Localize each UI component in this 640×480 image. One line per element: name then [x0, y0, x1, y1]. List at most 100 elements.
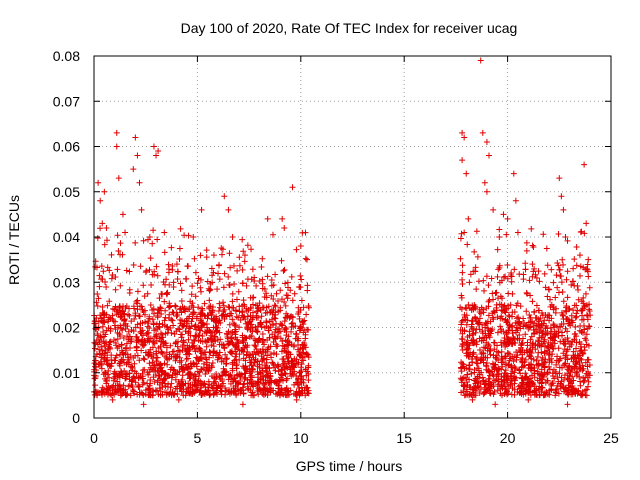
- data-point: [578, 356, 585, 363]
- data-point: [117, 392, 124, 399]
- data-point: [226, 250, 233, 257]
- data-point: [514, 229, 521, 236]
- data-point: [527, 318, 534, 325]
- data-point: [133, 347, 140, 354]
- data-point: [135, 384, 142, 391]
- data-point: [515, 314, 522, 321]
- data-point: [242, 316, 249, 323]
- y-tick-label: 0: [72, 410, 80, 426]
- data-point: [280, 267, 287, 274]
- data-point: [551, 375, 558, 382]
- data-point: [533, 314, 540, 321]
- x-axis-label: GPS time / hours: [296, 458, 403, 474]
- data-point: [106, 374, 113, 381]
- data-point: [164, 324, 171, 331]
- data-point: [250, 294, 257, 301]
- data-point: [244, 325, 251, 332]
- data-point: [214, 356, 221, 363]
- data-point: [466, 392, 473, 399]
- data-point: [540, 231, 547, 238]
- data-point: [573, 361, 580, 368]
- data-point: [463, 386, 470, 393]
- data-point: [161, 317, 168, 324]
- data-point: [297, 307, 304, 314]
- data-point: [519, 374, 526, 381]
- data-point: [239, 236, 246, 243]
- data-point: [497, 326, 504, 333]
- data-point: [147, 301, 154, 308]
- grid-lines: [94, 56, 611, 418]
- data-point: [104, 237, 111, 244]
- data-point: [137, 263, 144, 270]
- data-point: [247, 312, 254, 319]
- data-point: [146, 360, 153, 367]
- data-point: [281, 318, 288, 325]
- data-point: [577, 272, 583, 279]
- data-point: [580, 300, 587, 307]
- data-point: [228, 335, 235, 342]
- data-point: [124, 323, 131, 330]
- data-point: [264, 348, 271, 355]
- data-point: [559, 329, 566, 336]
- data-point: [137, 374, 144, 381]
- data-point: [221, 306, 228, 313]
- data-point: [204, 327, 211, 334]
- data-point: [220, 311, 227, 318]
- data-point: [98, 354, 105, 361]
- data-point: [550, 321, 557, 328]
- data-point: [583, 265, 590, 272]
- data-point: [265, 327, 272, 334]
- data-point: [132, 324, 139, 331]
- data-point: [492, 401, 499, 408]
- data-point: [252, 302, 259, 309]
- data-point: [156, 295, 163, 302]
- data-point: [525, 376, 532, 383]
- data-point: [488, 327, 495, 334]
- data-point: [159, 334, 166, 341]
- data-point: [168, 244, 175, 251]
- data-point: [289, 314, 296, 321]
- data-point: [556, 266, 563, 273]
- data-point: [190, 234, 197, 240]
- data-point: [220, 341, 227, 348]
- data-point: [167, 342, 174, 349]
- data-point: [163, 389, 170, 396]
- data-point: [95, 361, 102, 368]
- data-point: [232, 308, 239, 315]
- data-point: [459, 269, 466, 276]
- data-point: [270, 282, 277, 289]
- data-point: [147, 380, 154, 387]
- data-point: [173, 261, 180, 268]
- data-point: [582, 374, 589, 381]
- data-point: [275, 329, 282, 336]
- data-point: [509, 385, 516, 392]
- data-point: [146, 315, 153, 322]
- data-point: [249, 301, 256, 308]
- data-point: [513, 315, 520, 322]
- data-point: [183, 275, 190, 282]
- data-point: [245, 306, 252, 313]
- data-point: [204, 361, 211, 368]
- data-point: [277, 307, 284, 314]
- data-point: [92, 318, 99, 325]
- data-point: [459, 336, 466, 343]
- data-point: [531, 330, 538, 337]
- data-point: [141, 341, 148, 348]
- data-point: [469, 331, 476, 338]
- data-point: [226, 282, 233, 289]
- data-point: [548, 315, 555, 322]
- data-point: [158, 310, 165, 317]
- data-point: [149, 359, 156, 366]
- data-point: [196, 332, 203, 339]
- data-point: [297, 389, 304, 396]
- data-point: [543, 245, 550, 252]
- data-point: [163, 276, 170, 283]
- data-point: [244, 342, 251, 349]
- data-point: [225, 389, 232, 396]
- data-point: [511, 266, 518, 273]
- data-point: [558, 193, 565, 200]
- data-point: [541, 350, 548, 357]
- data-point: [239, 338, 246, 345]
- data-point: [508, 362, 515, 369]
- data-point: [516, 331, 523, 338]
